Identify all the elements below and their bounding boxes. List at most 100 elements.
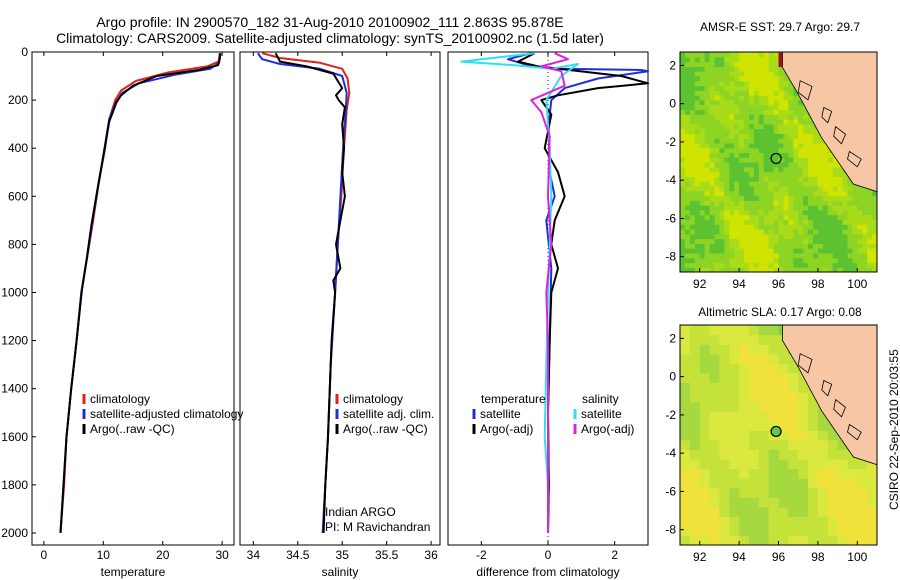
map-cell — [729, 248, 735, 254]
map-cell — [827, 252, 834, 259]
map-cell — [719, 229, 725, 235]
map-cell — [803, 195, 809, 201]
map-cell — [857, 243, 863, 249]
map-cell — [719, 372, 730, 383]
y-tick-label: 1000 — [1, 285, 28, 299]
map-cell — [753, 248, 760, 254]
map-cell — [862, 267, 868, 272]
map-cell — [749, 401, 760, 412]
map-cell — [739, 104, 745, 110]
map-cell — [832, 157, 839, 163]
map-cell — [704, 157, 711, 163]
map-cell — [788, 478, 799, 489]
map-cell — [758, 420, 770, 431]
map-cell — [753, 190, 760, 197]
map-cell — [857, 214, 863, 220]
map-cell — [689, 133, 696, 139]
map-cell — [714, 248, 720, 254]
map-cell — [680, 109, 686, 115]
map-cell — [680, 229, 686, 235]
map-cell — [817, 243, 824, 249]
map-cell — [680, 75, 686, 82]
map-cell — [822, 229, 829, 235]
map-cell — [689, 61, 696, 67]
map-cell — [808, 181, 814, 187]
map-cell — [714, 71, 720, 77]
map-cell — [837, 449, 849, 460]
map-cell — [773, 238, 780, 244]
map-cell — [857, 262, 863, 268]
map-y-tick-label: -6 — [665, 484, 676, 498]
map-cell — [719, 119, 725, 125]
map-cell — [719, 219, 725, 225]
map-cell — [753, 238, 760, 244]
map-cell — [689, 123, 696, 130]
map-cell — [763, 195, 770, 201]
map-cell — [699, 99, 706, 106]
map-cell — [862, 205, 868, 211]
map-cell — [709, 458, 720, 470]
sla-field — [680, 325, 877, 545]
map-cell — [739, 190, 745, 197]
map-cell — [798, 372, 809, 383]
map-cell — [803, 267, 809, 272]
map-cell — [773, 99, 780, 106]
map-cell — [837, 257, 844, 264]
map-cell — [714, 219, 720, 225]
map-cell — [817, 420, 829, 431]
map-cell — [872, 233, 877, 240]
map-cell — [872, 224, 877, 230]
map-cell — [739, 458, 750, 470]
map-cell — [709, 257, 715, 264]
map-cell — [744, 214, 750, 220]
map-cell — [689, 75, 696, 82]
map-cell — [803, 248, 809, 254]
map-cell — [827, 166, 834, 173]
map-cell — [758, 95, 765, 101]
map-cell — [827, 209, 834, 216]
map-cell — [827, 162, 834, 168]
map-cell — [788, 214, 794, 220]
map-cell — [689, 66, 696, 72]
map-cell — [798, 190, 804, 197]
sla-map: 92 94 96 98 100-8-6-4-202 — [665, 324, 878, 564]
map-cell — [773, 214, 780, 220]
map-cell — [867, 219, 873, 225]
map-cell — [847, 267, 853, 272]
map-cell — [753, 61, 760, 67]
island — [821, 106, 833, 124]
map-cell — [694, 224, 701, 230]
map-cell — [808, 166, 814, 173]
map-cell — [857, 478, 868, 489]
map-cell — [680, 439, 691, 450]
map-cell — [773, 233, 780, 240]
map-cell — [837, 468, 849, 479]
map-cell — [709, 147, 715, 154]
map-cell — [709, 138, 715, 144]
map-cell — [709, 90, 715, 96]
map-cell — [768, 162, 775, 168]
map-cell — [808, 214, 814, 220]
map-cell — [724, 214, 730, 220]
map-cell — [788, 382, 799, 393]
map-cell — [847, 185, 853, 192]
map-cell — [724, 190, 730, 197]
map-cell — [778, 478, 789, 489]
map-cell — [817, 209, 824, 216]
map-cell — [699, 123, 706, 130]
map-cell — [758, 262, 765, 268]
map-cell — [808, 205, 814, 211]
map-cell — [719, 478, 730, 489]
map-cell — [857, 535, 868, 545]
map-cell — [768, 71, 775, 77]
map-cell — [837, 219, 844, 225]
map-cell — [783, 142, 789, 149]
map-x-tick-label: 98 — [811, 550, 825, 564]
map-cell — [793, 95, 799, 101]
map-cell — [832, 229, 839, 235]
map-cell — [763, 128, 770, 134]
map-cell — [749, 114, 755, 120]
map-cell — [699, 214, 706, 220]
map-cell — [758, 372, 770, 383]
x-tick-label: 35.5 — [375, 548, 399, 562]
